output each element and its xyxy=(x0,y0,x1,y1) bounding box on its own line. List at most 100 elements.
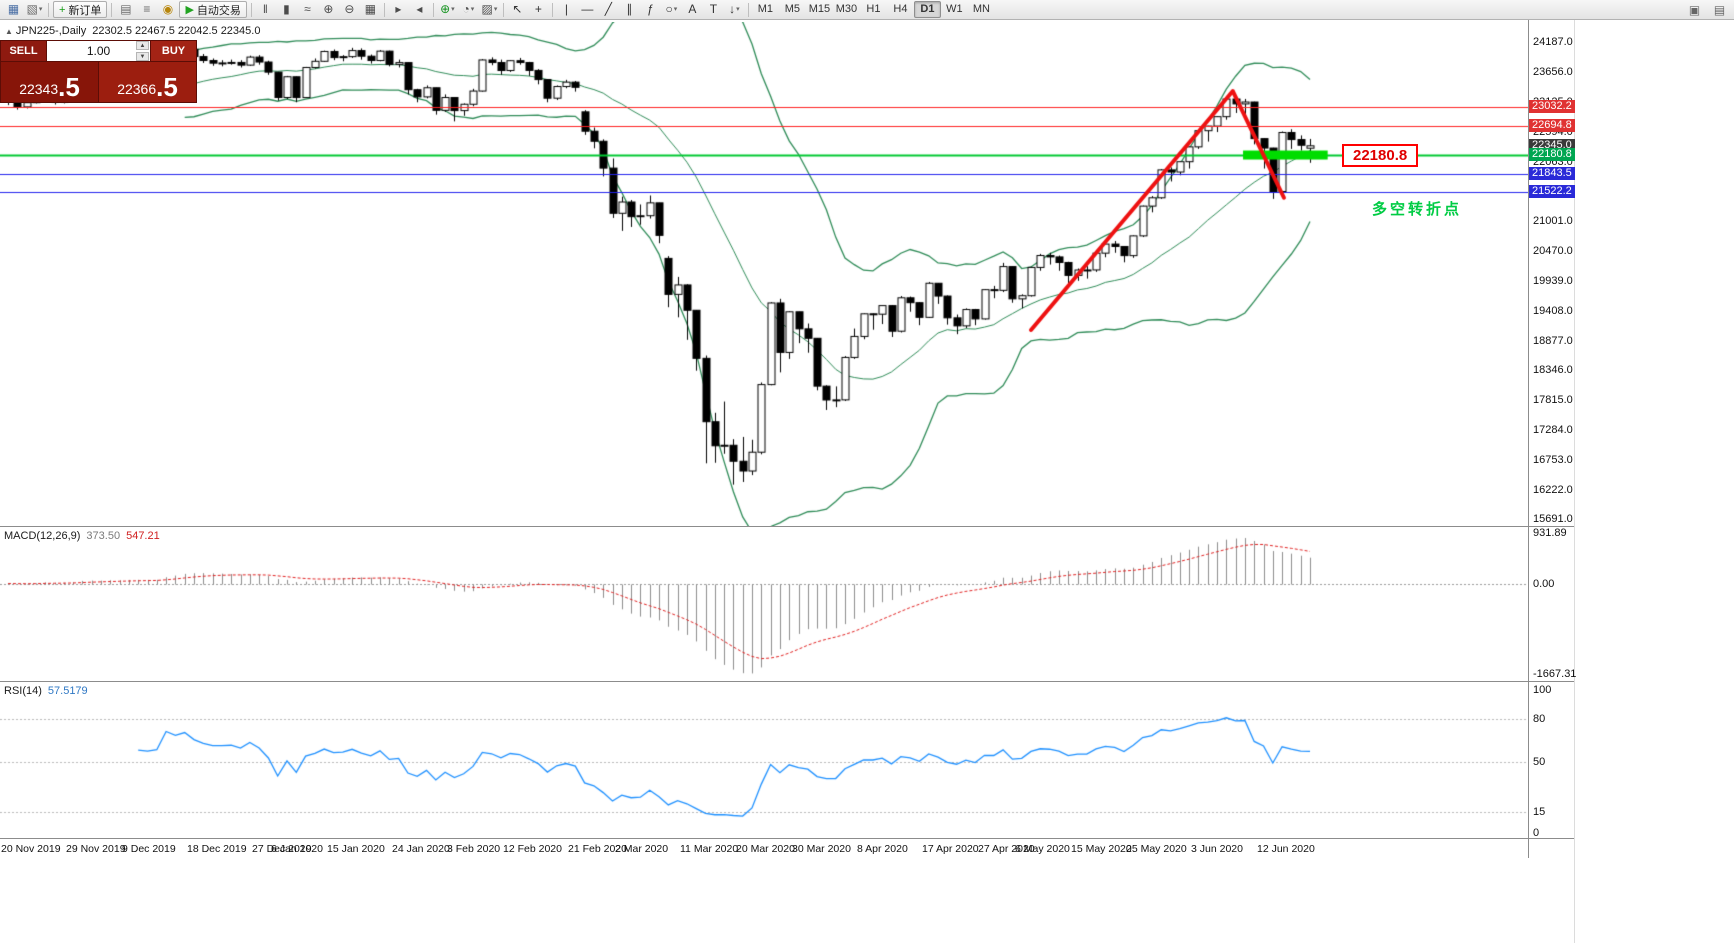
price-tick-label: 21001.0 xyxy=(1533,215,1573,228)
chart-list-icon: ▤ xyxy=(120,2,132,16)
buy-price-fraction: .5 xyxy=(156,72,178,102)
candles-mode-icon: ▮ xyxy=(283,2,290,16)
profiles-icon[interactable]: ▧ ▾ xyxy=(24,0,45,19)
chart-list-icon[interactable]: ▤ xyxy=(115,0,136,19)
text-label-icon[interactable]: T xyxy=(703,0,724,19)
new-chart-icon[interactable]: ▦ xyxy=(3,0,24,19)
pane-separator-rsi[interactable] xyxy=(0,681,1574,682)
buy-button[interactable]: BUY xyxy=(150,41,196,61)
shapes-icon[interactable]: ○ ▾ xyxy=(661,0,682,19)
main-chart-canvas[interactable] xyxy=(0,22,1528,526)
timeframe-h1-button[interactable]: H1 xyxy=(866,3,881,15)
line-mode-icon[interactable]: ≈ xyxy=(297,0,318,19)
date-label: 24 Jan 2020 xyxy=(392,843,450,855)
autotrading-button[interactable]: ▶ 自动交易 xyxy=(179,1,247,18)
chevron-down-icon[interactable]: ▾ xyxy=(736,6,740,13)
macd-pane-canvas[interactable] xyxy=(0,527,1528,680)
indicators-icon[interactable]: ⊕ ▾ xyxy=(437,0,458,19)
arrow-objects-icon: ↓ xyxy=(729,2,736,16)
date-label: 11 Mar 2020 xyxy=(680,843,739,855)
mql-community-icon: ◉ xyxy=(162,2,174,16)
new-order-button[interactable]: + 新订单 xyxy=(53,1,108,18)
timeframe-w1-button[interactable]: W1 xyxy=(946,3,963,15)
new-order-button-label: 新订单 xyxy=(68,4,102,17)
price-tick-label: 19408.0 xyxy=(1533,304,1573,317)
price-tick-label: 18346.0 xyxy=(1533,364,1573,377)
date-label: 15 Jan 2020 xyxy=(327,843,385,855)
sell-price-button[interactable]: 22343.5 xyxy=(1,62,98,102)
text-label-icon: T xyxy=(709,2,718,16)
trendline-icon: ╱ xyxy=(604,2,613,16)
vertical-line-icon[interactable]: | xyxy=(556,0,577,19)
volume-down-button[interactable]: ▼ xyxy=(136,52,149,61)
periods-icon[interactable]: ◔ ▾ xyxy=(458,0,479,19)
text-icon[interactable]: A xyxy=(682,0,703,19)
price-tick-label: 15691.0 xyxy=(1533,513,1573,526)
sell-button[interactable]: SELL xyxy=(1,41,47,61)
date-label: 18 Dec 2019 xyxy=(187,843,247,855)
candles-mode-icon[interactable]: ▮ xyxy=(276,0,297,19)
toolbar: ▦ ▧ ▾ + 新订单 ▤ ≡ ◉ ▶ 自动交易 ‖ ▮ ≈ ⊕ ⊖ ▦ ▸ ◂ ⊕ ▾ ◔ ▾ ▨ ▾ ↖ + | ― ╱ ∥ ƒ ○ ▾ A T… xyxy=(0,0,1734,20)
rsi-pane-canvas[interactable] xyxy=(0,682,1528,837)
chevron-down-icon[interactable]: ▾ xyxy=(493,6,498,13)
horizontal-line-icon[interactable]: ― xyxy=(577,0,598,19)
buy-price-button[interactable]: 22366.5 xyxy=(98,62,196,102)
fibonacci-icon[interactable]: ƒ xyxy=(640,0,661,19)
market-depth-icon[interactable]: ≡ xyxy=(136,0,157,19)
date-label: 6 May 2020 xyxy=(1015,843,1070,855)
chevron-down-icon[interactable]: ▾ xyxy=(470,6,475,13)
window-menu-icon[interactable]: ▤ xyxy=(1713,3,1726,17)
price-level-callout[interactable]: 22180.8 xyxy=(1342,144,1419,167)
cursor-icon[interactable]: ↖ xyxy=(507,0,528,19)
date-label: 15 May 2020 xyxy=(1071,843,1132,855)
zoom-in-icon[interactable]: ⊕ xyxy=(318,0,339,19)
date-label: 27 Apr 2020 xyxy=(978,843,1035,855)
chart-collapse-icon[interactable]: ▲ xyxy=(5,27,13,36)
timeframe-d1-button[interactable]: D1 xyxy=(913,1,941,18)
chevron-down-icon[interactable]: ▾ xyxy=(451,6,455,13)
fibonacci-icon: ƒ xyxy=(647,2,654,16)
price-tick-label: 23656.0 xyxy=(1533,66,1573,79)
tile-windows-icon[interactable]: ▦ xyxy=(360,0,381,19)
chart-window: ▲ JPN225-,Daily 22302.5 22467.5 22042.5 22… xyxy=(0,20,1576,865)
timeframe-m30-button[interactable]: M30 xyxy=(835,3,858,15)
toolbar-separator xyxy=(383,2,385,17)
trendline-icon[interactable]: ╱ xyxy=(598,0,619,19)
new-order-button: + xyxy=(59,3,66,16)
volume-input[interactable] xyxy=(47,43,150,59)
price-tick-label: 16753.0 xyxy=(1533,453,1573,466)
shapes-icon: ○ xyxy=(665,2,673,16)
timeframe-m1-button[interactable]: M1 xyxy=(757,3,774,15)
chart-shift-icon[interactable]: ◂ xyxy=(409,0,430,19)
toolbar-separator xyxy=(747,2,749,17)
indicators-icon: ⊕ xyxy=(440,2,451,16)
rsi-axis-label: 0 xyxy=(1533,827,1540,839)
arrow-objects-icon[interactable]: ↓ ▾ xyxy=(724,0,745,19)
popup-prices-icon[interactable]: ▣ xyxy=(1688,3,1701,17)
templates-icon[interactable]: ▨ ▾ xyxy=(479,0,500,19)
line-mode-icon: ≈ xyxy=(304,2,311,16)
timeframe-mn-button[interactable]: MN xyxy=(972,3,990,15)
zoom-out-icon[interactable]: ⊖ xyxy=(339,0,360,19)
rsi-axis-label: 100 xyxy=(1533,684,1552,696)
timeframe-m5-button[interactable]: M5 xyxy=(784,3,801,15)
timeframe-m15-button[interactable]: M15 xyxy=(808,3,831,15)
turning-point-annotation[interactable]: 多空转折点 xyxy=(1372,201,1463,218)
chevron-down-icon[interactable]: ▾ xyxy=(673,6,678,13)
crosshair-icon[interactable]: + xyxy=(528,0,549,19)
auto-scroll-icon[interactable]: ▸ xyxy=(388,0,409,19)
auto-scroll-icon: ▸ xyxy=(395,2,402,16)
mql-community-icon[interactable]: ◉ xyxy=(157,0,178,19)
date-label: 3 Jun 2020 xyxy=(1191,843,1243,855)
channel-icon[interactable]: ∥ xyxy=(619,0,640,19)
date-label: 27 Dec 2019 xyxy=(252,843,312,855)
date-label: 9 Dec 2019 xyxy=(122,843,176,855)
timeframe-h4-button[interactable]: H4 xyxy=(893,3,908,15)
pane-separator-macd[interactable] xyxy=(0,526,1574,527)
price-axis-border xyxy=(1528,20,1529,858)
price-badge: 21843.5 xyxy=(1529,166,1575,180)
chevron-down-icon[interactable]: ▾ xyxy=(38,6,43,13)
bars-mode-icon[interactable]: ‖ xyxy=(255,0,276,19)
volume-up-button[interactable]: ▲ xyxy=(136,41,149,50)
bars-mode-icon: ‖ xyxy=(262,2,268,16)
